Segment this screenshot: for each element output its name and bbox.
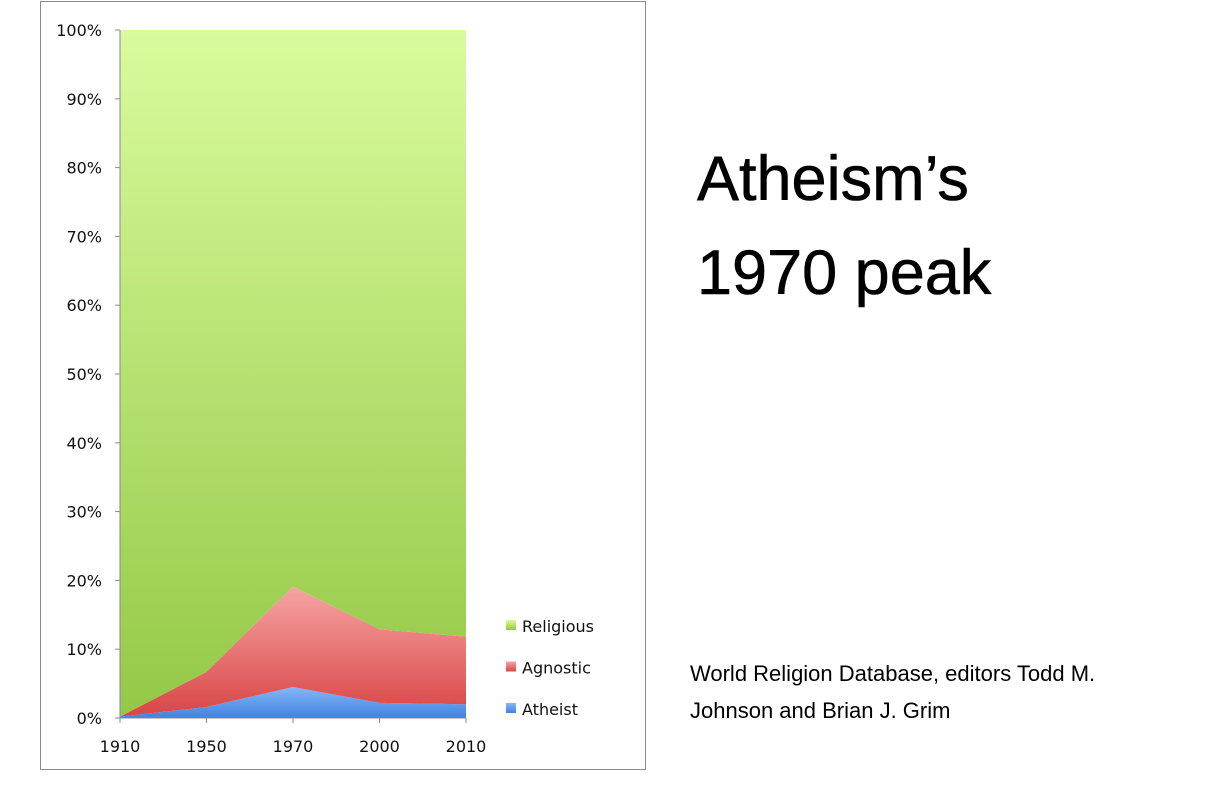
legend-swatch-religious — [506, 620, 516, 630]
x-tick-label: 1910 — [100, 737, 141, 756]
y-axis-ticks: 0% 10% 20% 30% 40% 50% 60% 70% 80% 90% 100% — [56, 21, 120, 728]
x-tick-label: 2010 — [446, 737, 487, 756]
area-agnostic — [120, 586, 466, 717]
y-tick-label: 10% — [66, 640, 102, 659]
y-tick-label: 30% — [66, 503, 102, 522]
area-religious — [120, 30, 466, 717]
area-atheist — [120, 687, 466, 718]
y-tick-label: 90% — [66, 90, 102, 109]
y-tick-label: 50% — [66, 365, 102, 384]
title-line-1: Atheism’s — [697, 144, 970, 215]
y-tick-label: 40% — [66, 434, 102, 453]
series-areas — [120, 30, 466, 718]
legend-swatch-atheist — [506, 703, 516, 713]
y-tick-label: 0% — [77, 709, 102, 728]
page-title: Atheism’s 1970 peak — [697, 132, 992, 320]
legend-label-atheist: Atheist — [522, 700, 578, 719]
source-citation: World Religion Database, editors Todd M.… — [690, 661, 1096, 723]
y-tick-label: 100% — [56, 21, 102, 40]
legend-label-religious: Religious — [522, 617, 594, 636]
y-tick-label: 80% — [66, 159, 102, 178]
y-tick-label: 20% — [66, 571, 102, 590]
x-axis-ticks: 1910 1950 1970 2000 2010 — [100, 718, 487, 756]
legend-swatch-agnostic — [506, 661, 516, 672]
y-tick-label: 70% — [66, 227, 102, 246]
x-tick-label: 1950 — [186, 737, 227, 756]
chart-legend: Religious Agnostic Atheist — [506, 617, 594, 719]
legend-label-agnostic: Agnostic — [522, 659, 591, 678]
chart-frame — [40, 1, 646, 770]
title-line-2: 1970 peak — [697, 238, 992, 309]
y-tick-label: 60% — [66, 296, 102, 315]
x-tick-label: 1970 — [273, 737, 314, 756]
x-tick-label: 2000 — [359, 737, 400, 756]
